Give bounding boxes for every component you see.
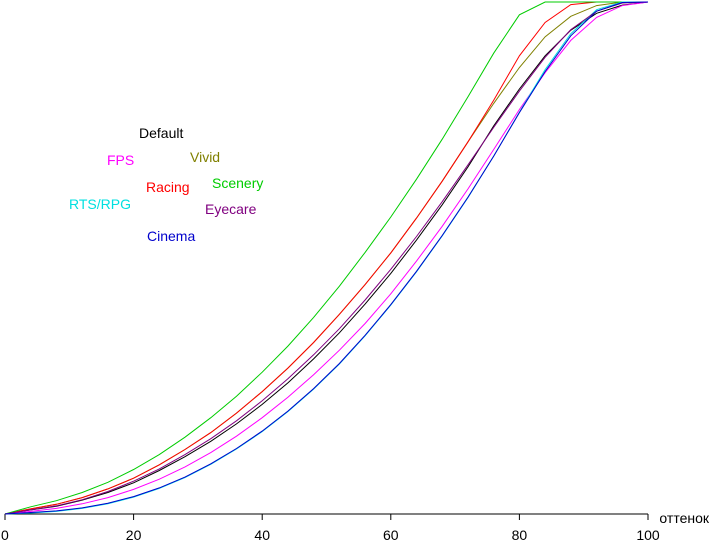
series-line-vivid <box>4 1 648 515</box>
legend-fps: FPS <box>107 152 134 168</box>
x-tick-label-40: 40 <box>254 527 270 542</box>
legend-rts-rpg: RTS/RPG <box>69 196 131 212</box>
x-axis-label: оттенок <box>659 510 709 526</box>
x-tick-label-100: 100 <box>636 527 660 542</box>
legend-vivid: Vivid <box>190 149 220 165</box>
series-line-default <box>4 1 649 515</box>
series-line-rts-rpg <box>4 1 648 515</box>
x-tick-label-20: 20 <box>126 527 142 542</box>
legend-eyecare: Eyecare <box>205 201 257 217</box>
series-line-fps <box>4 1 649 515</box>
x-tick-label-60: 60 <box>383 527 399 542</box>
legend-default: Default <box>139 125 183 141</box>
legend-cinema: Cinema <box>147 228 195 244</box>
x-tick-label-0: 0 <box>1 527 9 542</box>
x-tick-label-80: 80 <box>512 527 528 542</box>
series-line-cinema <box>4 1 649 515</box>
legend-scenery: Scenery <box>212 175 263 191</box>
axes: 0 20 40 60 80 100 <box>1 513 660 542</box>
series-line-racing <box>4 1 648 515</box>
series-line-eyecare <box>4 1 649 515</box>
series-line-scenery <box>4 1 648 515</box>
series-lines <box>4 1 649 515</box>
x-ticks: 0 20 40 60 80 100 <box>1 514 660 542</box>
legend-racing: Racing <box>146 179 190 195</box>
